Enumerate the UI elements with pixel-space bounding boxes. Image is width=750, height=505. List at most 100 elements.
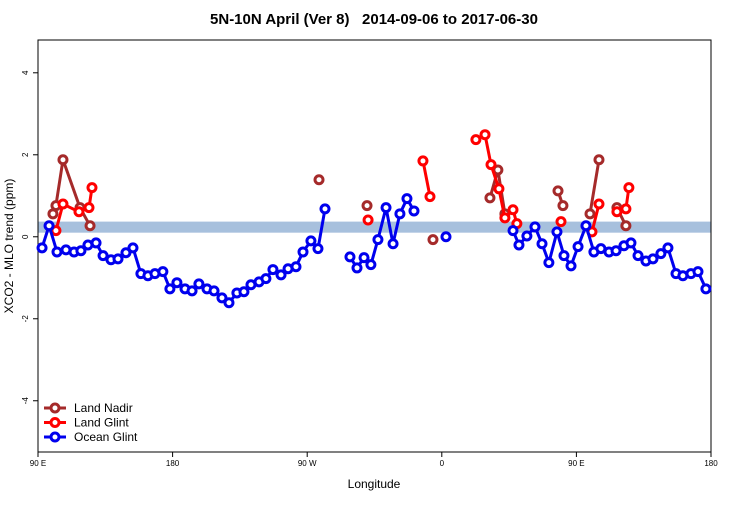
data-point [186,285,198,297]
data-point [611,206,623,218]
data-point [216,292,228,304]
data-point [513,239,525,251]
data-point [470,134,482,146]
x-tick-label: 180 [166,459,180,468]
data-point [238,286,250,298]
data-point [555,216,567,228]
data-point [529,221,541,233]
legend-marker [49,431,61,443]
x-tick-label: 90 E [568,459,584,468]
legend-label: Ocean Glint [74,430,138,444]
data-point [351,262,363,274]
data-point [365,259,377,271]
data-point [120,247,132,259]
data-point [43,220,55,232]
plot-frame [37,39,712,453]
data-point [86,182,98,194]
x-tick-label: 180 [704,459,718,468]
legend-label: Land Glint [74,416,129,430]
data-point [620,203,632,215]
data-point [572,241,584,253]
data-point [57,198,69,210]
data-point [424,191,436,203]
data-point [440,231,452,243]
data-point [90,237,102,249]
legend-marker [49,417,61,428]
data-point [358,252,370,264]
data-point [427,234,439,246]
y-tick-label: 4 [21,70,30,75]
data-point [112,253,124,265]
data-point [584,208,596,220]
data-point [362,214,374,226]
data-point [157,266,169,278]
data-point [75,245,87,257]
data-point [208,285,220,297]
data-point [387,238,399,250]
data-point [73,206,85,218]
data-point [700,283,712,295]
data-point [361,200,373,212]
data-point [394,208,406,220]
data-point [275,269,287,281]
data-point [692,266,704,278]
data-point [223,297,235,309]
data-point [51,246,63,258]
data-point [479,129,491,141]
data-point [507,204,519,216]
y-tick-label: 0 [21,234,30,239]
data-point [552,185,564,197]
data-point [655,248,667,260]
data-point [623,182,635,194]
data-point [580,220,592,232]
legend-label: Land Nadir [74,401,133,415]
chart-title: 5N-10N April (Ver 8) 2014-09-06 to 2017-… [210,11,538,28]
y-tick-label: 2 [21,152,30,157]
legend-marker [49,402,61,414]
data-point [417,155,429,167]
data-point [484,192,496,204]
x-tick-label: 0 [440,459,445,468]
data-point [593,154,605,166]
data-point [408,205,420,217]
data-point [84,220,96,232]
data-point [313,174,325,186]
data-point [164,283,176,295]
y-axis-label: XCO2 - MLO trend (ppm) [2,179,16,314]
data-point [267,264,279,276]
data-point [372,234,384,246]
data-point [557,200,569,212]
data-point [647,253,659,265]
data-point [558,250,570,262]
data-point [493,183,505,195]
x-tick-label: 90 E [30,459,46,468]
data-point [551,226,563,238]
reference-band [38,221,711,233]
data-point [401,193,413,205]
y-tick-label: -2 [21,315,30,323]
series-line [54,132,631,233]
data-point [662,242,674,254]
data-point [507,225,519,237]
data-point [620,220,632,232]
data-point [319,203,331,215]
data-point [305,235,317,247]
series-line [51,159,628,227]
data-point [260,273,272,285]
data-point [536,238,548,250]
x-tick-label: 90 W [298,459,317,468]
data-point [565,260,577,272]
data-point [543,257,555,269]
data-point [312,243,324,255]
data-point [593,198,605,210]
data-point [127,242,139,254]
data-point [625,237,637,249]
data-point [297,246,309,258]
data-point [380,202,392,214]
y-tick-label: -4 [21,397,30,405]
data-point [36,242,48,254]
data-point [632,250,644,262]
data-point [499,212,511,224]
data-point [344,251,356,263]
